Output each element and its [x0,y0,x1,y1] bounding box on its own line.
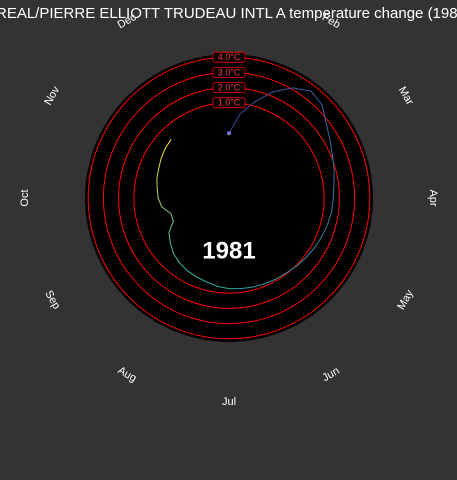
series-segment [292,87,312,92]
month-label-sep: Sep [42,288,62,311]
ring-label-1: 1.0°C [218,98,241,108]
month-label-jun: Jun [320,365,341,384]
series-segment [228,113,241,134]
series-segment [160,148,166,160]
year-label: 1981 [202,237,255,264]
ring-label-box-1 [212,97,246,109]
series-segment [296,256,307,267]
series-segment [310,90,323,106]
series-segment [158,158,162,170]
series-segment [252,283,266,288]
series-segment [331,154,335,171]
ring-labels: 1.0°C 2.0°C 3.0°C 4.0°C [212,51,246,109]
month-label-nov: Nov [42,84,62,107]
series-segment [186,270,197,278]
series-segment [157,197,163,208]
ring-label-box-4 [212,51,246,63]
series-segment [327,211,333,225]
series-segment [161,206,172,215]
series-segment [332,183,335,199]
series-segment [195,276,208,283]
series-segment [240,286,254,290]
series-segment [314,235,323,248]
series-segment [329,139,333,156]
series-segment [272,87,294,93]
series-start-point [227,131,231,136]
series-segment [206,281,218,287]
series-segment [164,139,172,150]
month-label-apr: Apr [427,189,439,206]
month-label-mar: Mar [396,85,416,108]
series-segment [285,265,298,274]
series-segment [331,197,334,213]
series-segment [321,104,327,124]
ring-label-3: 3.0°C [218,67,241,77]
series-segment [156,168,160,180]
series-segment [254,91,274,103]
month-label-may: May [395,288,416,312]
series-segment [156,188,159,199]
chart-title: REAL/PIERRE ELLIOTT TRUDEAU INTL A tempe… [0,5,457,22]
temperature-series [156,87,335,290]
series-segment [264,278,277,285]
ring-label-4: 4.0°C [218,52,241,62]
month-label-oct: Oct [19,189,31,206]
series-segment [305,247,316,258]
month-label-aug: Aug [116,364,139,384]
series-segment [178,262,188,272]
series-segment [239,101,256,115]
outer-disc [85,54,373,342]
month-label-feb: Feb [320,11,342,31]
ring-label-2: 2.0°C [218,82,241,92]
series-segment [169,242,175,254]
series-segment [168,220,174,234]
series-segment [168,232,171,244]
series-segment [325,122,331,141]
ring-label-box-3 [212,67,246,78]
series-segment [216,285,230,290]
series-segment [321,223,329,237]
month-label-jul: Jul [222,396,236,408]
series-segment [170,213,174,222]
month-label-dec: Dec [115,11,138,31]
ring-label-box-2 [212,82,246,93]
series-segment [275,272,287,280]
series-segment [173,252,180,264]
